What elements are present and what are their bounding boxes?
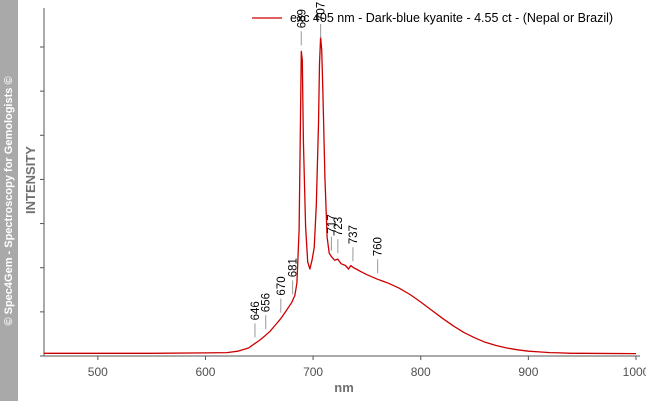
series-layer — [44, 36, 637, 355]
watermark-band: © Spec4Gem - Spectroscopy for Gemologist… — [0, 0, 18, 401]
peak-label-656: 656 — [261, 293, 273, 312]
x-ticks: 500 600 700 800 900 1000 — [88, 356, 646, 379]
peak-label-689: 689 — [296, 9, 308, 28]
x-tick-label-500: 500 — [88, 365, 108, 379]
y-ticks — [40, 46, 44, 357]
peak-label-717: 717 — [326, 214, 338, 233]
series-line-0 — [44, 36, 637, 355]
legend: exc 405 nm - Dark-blue kyanite - 4.55 ct… — [252, 11, 613, 25]
x-tick-label-900: 900 — [518, 365, 538, 379]
peak-label-646: 646 — [250, 301, 262, 320]
peak-label-681: 681 — [288, 258, 300, 277]
y-axis-title: INTENSITY — [23, 146, 38, 214]
x-axis-title: nm — [334, 380, 354, 395]
x-tick-label-600: 600 — [195, 365, 215, 379]
legend-label: exc 405 nm - Dark-blue kyanite - 4.55 ct… — [290, 11, 613, 25]
x-tick-label-800: 800 — [411, 365, 431, 379]
peak-label-723: 723 — [333, 217, 345, 236]
peak-label-760: 760 — [373, 237, 385, 256]
peak-label-670: 670 — [276, 276, 288, 295]
x-tick-label-1000: 1000 — [623, 365, 646, 379]
peak-label-737: 737 — [348, 225, 360, 244]
peak-label-707: 707 — [316, 2, 328, 21]
x-tick-label-700: 700 — [303, 365, 323, 379]
